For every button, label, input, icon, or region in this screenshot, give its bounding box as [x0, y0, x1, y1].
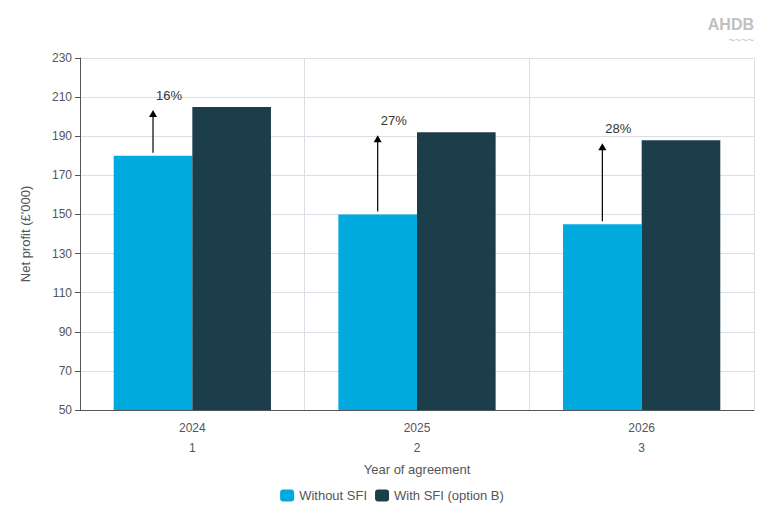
svg-text:2024: 2024: [179, 421, 206, 435]
svg-text:2026: 2026: [628, 421, 655, 435]
svg-text:16%: 16%: [156, 88, 182, 103]
svg-text:Without SFI: Without SFI: [299, 488, 367, 503]
svg-text:50: 50: [59, 403, 73, 417]
svg-text:110: 110: [53, 286, 72, 300]
svg-text:70: 70: [59, 364, 73, 378]
svg-text:Net profit (£'000): Net profit (£'000): [18, 186, 33, 282]
svg-text:~~~~: ~~~~: [728, 34, 754, 46]
svg-text:90: 90: [59, 325, 73, 339]
svg-text:190: 190: [52, 129, 72, 143]
svg-text:230: 230: [52, 51, 72, 65]
svg-text:Year of agreement: Year of agreement: [364, 462, 471, 477]
svg-text:1: 1: [189, 441, 196, 455]
svg-text:210: 210: [52, 90, 72, 104]
svg-text:2025: 2025: [404, 421, 431, 435]
svg-text:170: 170: [52, 168, 72, 182]
svg-text:150: 150: [52, 207, 72, 221]
svg-text:27%: 27%: [381, 113, 407, 128]
svg-text:28%: 28%: [605, 121, 631, 136]
svg-text:AHDB: AHDB: [708, 16, 754, 33]
svg-text:With SFI (option B): With SFI (option B): [394, 488, 504, 503]
svg-text:3: 3: [638, 441, 645, 455]
svg-text:130: 130: [52, 247, 72, 261]
svg-text:2: 2: [414, 441, 421, 455]
